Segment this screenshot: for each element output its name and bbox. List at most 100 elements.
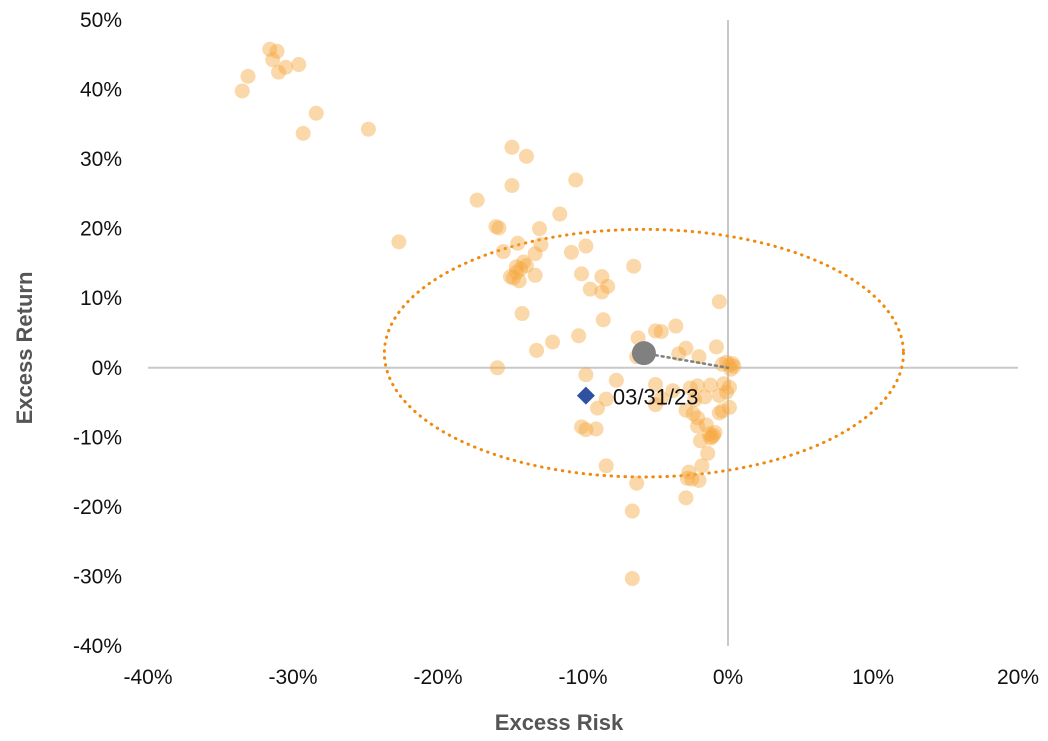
axes [148, 20, 1018, 646]
data-point [504, 139, 520, 155]
data-point [681, 464, 697, 480]
data-point [701, 426, 717, 442]
points-layer [234, 41, 742, 587]
data-point [578, 238, 594, 254]
data-point [648, 323, 663, 339]
data-point [271, 64, 286, 80]
y-tick-label: 20% [80, 218, 122, 241]
data-point [665, 383, 681, 399]
data-point [690, 418, 706, 434]
data-point [648, 376, 663, 392]
data-point [574, 419, 590, 435]
mean-point [631, 341, 656, 366]
data-point [508, 264, 524, 280]
data-point [653, 324, 669, 340]
data-point [668, 318, 684, 334]
data-point [533, 237, 549, 253]
data-point [678, 402, 694, 418]
data-point [518, 258, 534, 274]
data-point [711, 405, 727, 421]
data-point [692, 433, 708, 449]
tick-labels: -40% -30% -20% -10% 0% 10% 20% -40% -30% -20% -10%… [73, 9, 1039, 689]
x-tick-label: -20% [413, 666, 462, 689]
data-point [716, 376, 732, 392]
x-tick-label: -30% [268, 666, 317, 689]
data-point [489, 360, 505, 376]
data-point [511, 273, 527, 289]
data-point [295, 125, 311, 141]
data-point [513, 261, 529, 277]
mean-connector-line [642, 351, 730, 370]
data-point [690, 378, 706, 394]
data-point [721, 357, 737, 373]
data-point [719, 384, 735, 400]
data-point [552, 206, 568, 222]
data-point [726, 358, 742, 374]
data-point [568, 172, 584, 188]
data-point [598, 458, 614, 474]
data-point [262, 41, 278, 57]
data-point [600, 278, 616, 294]
y-tick-label: -10% [73, 426, 122, 449]
data-point [563, 244, 579, 260]
data-point [529, 342, 545, 358]
data-point [700, 445, 716, 461]
data-point [269, 43, 285, 59]
data-point [684, 471, 700, 487]
data-point [721, 399, 737, 415]
y-tick-label: 50% [80, 9, 122, 32]
data-point [505, 270, 521, 286]
data-point [678, 340, 694, 356]
data-point [711, 388, 727, 404]
data-point [691, 472, 707, 488]
data-point [629, 475, 645, 491]
data-point [707, 424, 723, 440]
data-point [518, 148, 534, 164]
data-point [595, 312, 611, 328]
data-point [594, 284, 610, 300]
data-point [723, 361, 739, 377]
data-point [694, 458, 710, 474]
data-point [608, 372, 624, 388]
data-point [682, 380, 698, 396]
data-point [685, 406, 701, 422]
data-point [391, 234, 407, 250]
data-point [598, 391, 614, 407]
data-point [571, 328, 587, 344]
x-tick-label: 0% [713, 666, 743, 689]
data-point [624, 571, 640, 587]
data-point [588, 421, 604, 437]
data-point [679, 470, 695, 486]
data-point [691, 349, 707, 365]
data-point [698, 417, 714, 433]
data-point [574, 266, 590, 282]
data-point [624, 503, 640, 519]
data-point [721, 379, 737, 395]
data-point [527, 246, 543, 262]
y-tick-label: 10% [80, 287, 122, 310]
data-point [711, 294, 727, 310]
data-point [516, 254, 532, 270]
data-point [594, 269, 610, 285]
data-point [578, 422, 594, 438]
data-point [626, 258, 642, 274]
y-axis-title: Excess Return [12, 272, 37, 425]
data-point [488, 219, 504, 235]
data-point [687, 392, 703, 408]
current-point-label: 03/31/23 [613, 385, 699, 410]
data-point [690, 410, 706, 426]
data-point [532, 221, 547, 237]
data-point [648, 397, 663, 413]
data-point [708, 339, 724, 355]
data-point [590, 400, 605, 416]
data-point [704, 429, 720, 445]
y-tick-label: -40% [73, 635, 122, 658]
overlay-layer: 03/31/23 [576, 341, 730, 410]
x-axis-title: Excess Risk [495, 710, 624, 735]
data-point [278, 59, 294, 75]
data-point [514, 306, 530, 322]
data-point [495, 244, 511, 260]
y-tick-label: 30% [80, 148, 122, 171]
data-point [360, 121, 376, 137]
